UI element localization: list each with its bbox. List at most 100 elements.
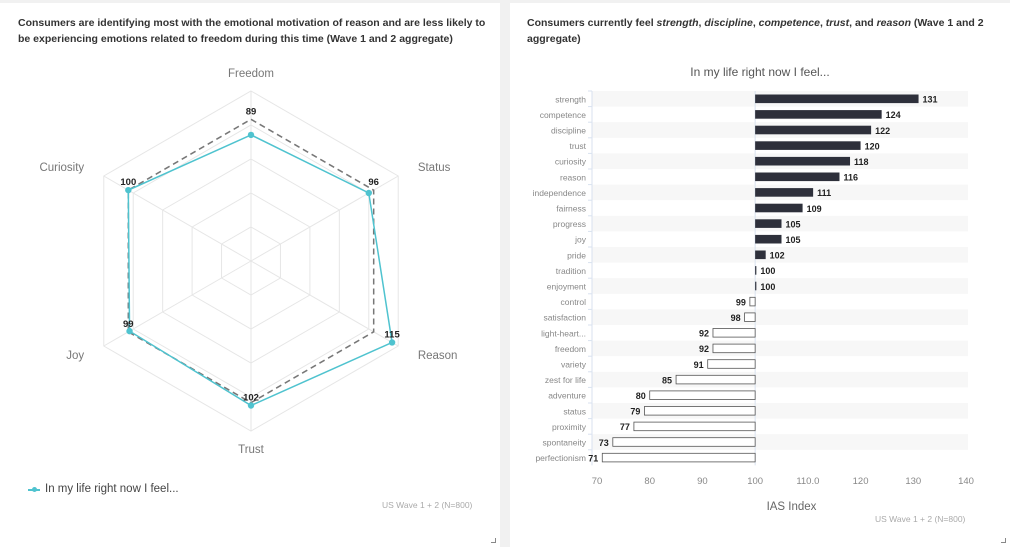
- title-fragment: , and: [849, 17, 877, 29]
- bar: [755, 110, 882, 119]
- bar-chart-title: Consumers currently feel strength, disci…: [527, 15, 997, 47]
- title-fragment: ,: [819, 17, 826, 29]
- bar: [755, 203, 803, 213]
- bar-category-label: trust: [569, 141, 586, 151]
- title-fragment: discipline: [704, 17, 753, 29]
- radar-data-label: 100: [120, 177, 136, 188]
- radar-data-point: [247, 131, 255, 139]
- x-tick-label: 130: [905, 476, 921, 487]
- radar-axis-label: Joy: [66, 350, 84, 362]
- bar-category-label: variety: [561, 360, 587, 370]
- x-tick-label: 80: [644, 476, 655, 487]
- x-tick-label: 90: [697, 476, 708, 487]
- x-tick-label: 110.0: [796, 476, 819, 487]
- radar-series-polygon: [127, 134, 393, 407]
- bar-category-label: freedom: [555, 344, 586, 354]
- bar: [744, 312, 756, 322]
- title-fragment: (Wave 1 and 2 aggregate): [527, 17, 984, 45]
- bar-value-label: 92: [699, 329, 709, 339]
- resize-handle-icon[interactable]: [491, 538, 496, 543]
- bar-row-stripe: [592, 247, 968, 263]
- bar: [633, 421, 756, 432]
- radar-footnote: US Wave 1 + 2 (N=800): [382, 500, 473, 510]
- title-fragment: trust: [825, 17, 850, 29]
- radar-chart: Freedom Status Reason Trust Joy Curiosity 89 96…: [39, 68, 458, 456]
- bar-value-label: 77: [620, 422, 630, 432]
- bar-chart-subtitle: In my life right now I feel...: [690, 65, 830, 79]
- bar-value-label: 79: [630, 407, 640, 417]
- bar: [601, 452, 756, 463]
- bar-value-label: 105: [786, 219, 801, 229]
- bar-category-label: control: [560, 297, 586, 307]
- radar-legend[interactable]: In my life right now I feel...: [28, 483, 179, 495]
- bar-category-label: joy: [574, 235, 587, 245]
- radar-axis-label: Freedom: [228, 68, 274, 80]
- bar: [755, 156, 851, 166]
- bar-category-label: fairness: [556, 204, 586, 214]
- bar-chart: strength competence discipline trust curiosi…: [533, 90, 974, 513]
- bar-category-label: adventure: [548, 391, 586, 401]
- resize-handle-icon[interactable]: [1001, 538, 1006, 543]
- bar: [707, 359, 756, 369]
- bar-value-label: 100: [760, 266, 775, 276]
- bar-value-label: 85: [662, 375, 672, 385]
- radar-data-point: [126, 327, 133, 335]
- bar: [649, 390, 756, 400]
- bar: [755, 172, 840, 182]
- bar: [712, 328, 756, 338]
- bar-value-label: 111: [817, 188, 831, 198]
- bar-chart-panel: Consumers currently feel strength, disci…: [510, 3, 1010, 547]
- bar-category-label: enjoyment: [547, 282, 587, 292]
- bar: [749, 296, 756, 307]
- bar-value-label: 80: [636, 391, 646, 401]
- bar-value-label: 116: [843, 173, 858, 183]
- bar-value-label: 73: [599, 438, 609, 448]
- bar-value-label: 92: [699, 344, 709, 354]
- bar-value-label: 124: [886, 110, 901, 120]
- radar-axis-label: Trust: [238, 444, 265, 456]
- radar-chart-panel: Consumers are identifying most with the …: [0, 3, 500, 547]
- bar-category-label: discipline: [551, 126, 586, 136]
- x-tick-label: 70: [592, 476, 603, 487]
- bar-value-label: 99: [736, 297, 746, 307]
- bar-value-label: 100: [760, 282, 775, 292]
- radar-data-point: [388, 339, 396, 346]
- bar: [755, 94, 919, 104]
- bar-category-label: proximity: [552, 422, 587, 432]
- title-fragment: ,: [752, 17, 759, 29]
- bar: [755, 281, 757, 291]
- bar: [612, 437, 756, 447]
- bar-category-label: spontaneity: [543, 438, 587, 448]
- bar-category-label: perfectionism: [535, 453, 586, 463]
- bar-value-label: 122: [875, 126, 890, 136]
- bar-value-label: 71: [588, 453, 598, 463]
- bar: [755, 188, 814, 197]
- legend-line-marker-icon: [28, 485, 40, 493]
- radar-data-label: 96: [368, 177, 379, 188]
- bar-value-label: 131: [923, 95, 938, 105]
- bar-category-label: status: [563, 406, 586, 416]
- title-fragment: ,: [698, 17, 705, 29]
- bar-value-label: 109: [807, 204, 822, 214]
- bar: [755, 125, 872, 135]
- bar: [644, 406, 756, 416]
- radar-data-label: 102: [243, 393, 259, 404]
- x-tick-label: 140: [958, 476, 974, 487]
- radar-axis-line: [250, 175, 399, 262]
- x-tick-label: 120: [853, 476, 869, 487]
- x-axis-title: IAS Index: [767, 501, 817, 513]
- title-fragment: reason: [876, 17, 911, 29]
- x-tick-label: 100: [747, 476, 763, 487]
- bar: [755, 250, 766, 260]
- radar-data-label: 89: [246, 106, 257, 117]
- bar-category-label: strength: [555, 94, 586, 104]
- bar: [755, 266, 757, 275]
- bar-row-stripe: [592, 278, 968, 294]
- radar-axis-label: Curiosity: [39, 162, 84, 174]
- radar-axis-line: [250, 260, 399, 347]
- bar-category-label: independence: [533, 188, 587, 198]
- radar-axis-label: Reason: [418, 350, 458, 362]
- bar-category-label: curiosity: [555, 157, 587, 167]
- bar-value-label: 118: [854, 157, 869, 167]
- radar-chart-title: Consumers are identifying most with the …: [18, 17, 486, 45]
